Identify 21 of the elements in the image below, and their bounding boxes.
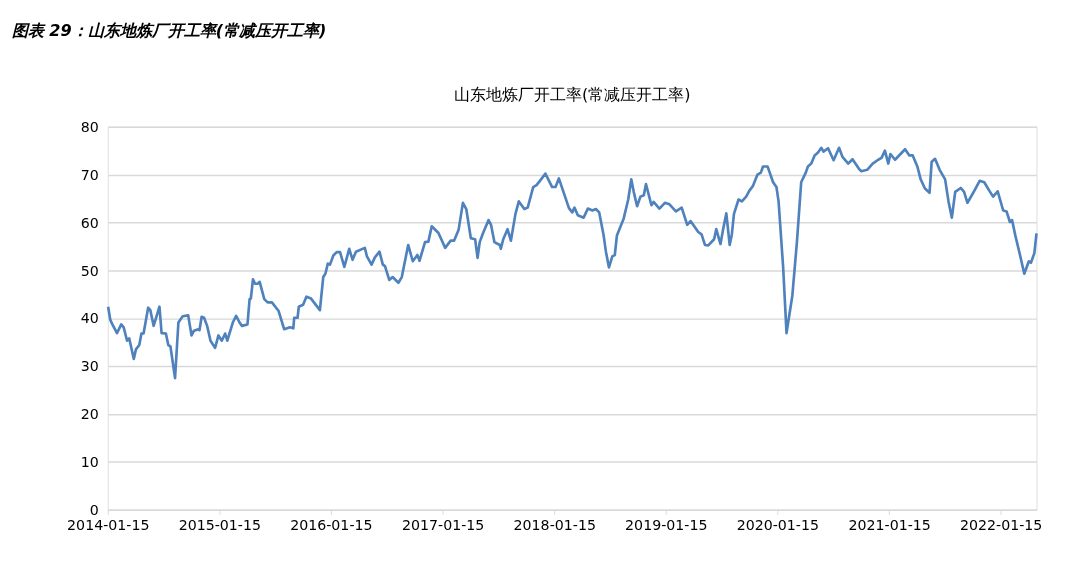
- y-tick-label: 80: [80, 118, 99, 135]
- y-tick-label: 0: [89, 501, 99, 518]
- y-tick-label: 10: [80, 454, 99, 471]
- x-tick-label: 2014-01-15: [67, 517, 150, 534]
- y-tick-label: 20: [80, 406, 99, 423]
- y-tick-label: 40: [80, 310, 99, 327]
- y-tick-label: 60: [80, 214, 99, 231]
- x-tick-label: 2021-01-15: [848, 517, 931, 534]
- x-tick-label: 2016-01-15: [290, 517, 373, 534]
- y-tick-label: 30: [80, 358, 99, 375]
- y-tick-label: 50: [80, 262, 99, 279]
- chart-subtitle: 山东地炼厂开工率(常减压开工率): [453, 85, 691, 105]
- x-tick-label: 2020-01-15: [736, 517, 820, 534]
- x-tick-label: 2017-01-15: [402, 517, 485, 534]
- x-tick-label: 2015-01-15: [178, 517, 262, 534]
- line-series: [106, 146, 1038, 380]
- chart-title: 图表 29：山东地炼厂开工率(常减压开工率): [11, 20, 327, 40]
- x-tick-label: 2018-01-15: [513, 517, 596, 534]
- x-tick-label: 2022-01-15: [960, 517, 1043, 534]
- y-tick-label: 70: [80, 166, 99, 183]
- x-tick-label: 2019-01-15: [625, 517, 708, 534]
